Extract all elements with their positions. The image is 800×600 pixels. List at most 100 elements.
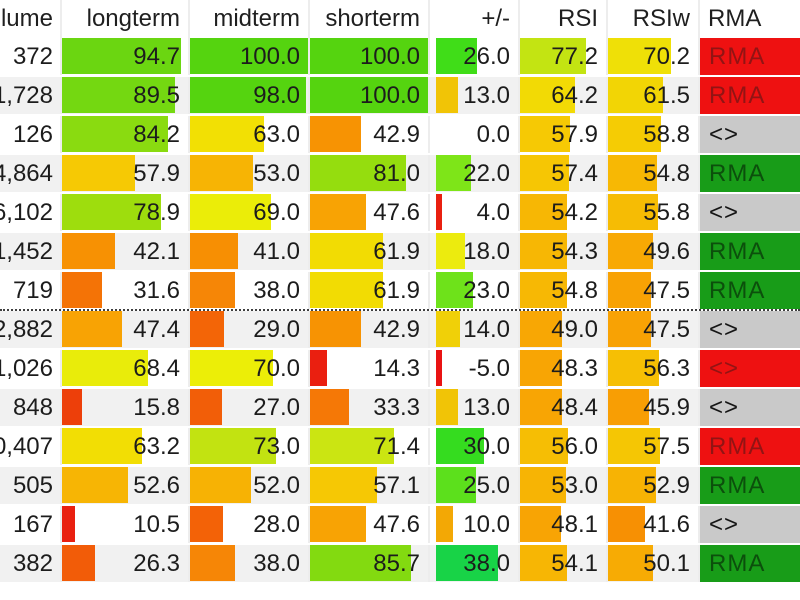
- rsi-value: 53.0: [551, 472, 598, 499]
- shorterm-bar: [310, 389, 350, 425]
- table-row[interactable]: 1,452 42.1 41.0 61.9 18.0 54.3 49.6 RMA: [0, 233, 800, 272]
- table-row[interactable]: 4,864 57.9 53.0 81.0 22.0 57.4 54.8 RMA: [0, 155, 800, 194]
- rsi-cell: 54.2: [520, 194, 608, 231]
- shorterm-cell: 61.9: [310, 233, 430, 270]
- table-row[interactable]: 2,882 47.4 29.0 42.9 14.0 49.0 47.5 <>: [0, 311, 800, 350]
- shorterm-value: 81.0: [373, 160, 420, 187]
- rsiw-value: 41.6: [643, 511, 690, 538]
- longterm-bar: [62, 272, 102, 308]
- rma-cell: <>: [700, 116, 800, 153]
- rsi-bar: [520, 467, 566, 503]
- table-row[interactable]: 1,026 68.4 70.0 14.3 -5.0 48.3 56.3 <>: [0, 350, 800, 389]
- volume-value: 4,864: [0, 160, 53, 187]
- shorterm-cell: 47.6: [310, 506, 430, 543]
- table-row[interactable]: 1,728 89.5 98.0 100.0 13.0 64.2 61.5 RMA: [0, 77, 800, 116]
- volume-cell: 0,407: [0, 428, 62, 465]
- table-row[interactable]: 505 52.6 52.0 57.1 25.0 53.0 52.9 RMA: [0, 467, 800, 506]
- longterm-value: 94.7: [133, 43, 180, 70]
- rsi-cell: 48.1: [520, 506, 608, 543]
- column-header-rma[interactable]: RMA: [708, 5, 762, 32]
- rma-badge: RMA: [709, 160, 766, 187]
- table-row[interactable]: 382 26.3 38.0 85.7 38.0 54.1 50.1 RMA: [0, 545, 800, 584]
- plusminus-value: 13.0: [463, 394, 510, 421]
- plusminus-bar: [436, 77, 458, 113]
- midterm-value: 27.0: [253, 394, 300, 421]
- plusminus-cell: 30.0: [430, 428, 520, 465]
- midterm-bar: [190, 350, 273, 386]
- column-header-longterm[interactable]: longterm: [62, 0, 190, 38]
- midterm-bar: [190, 467, 252, 503]
- longterm-cell: 47.4: [62, 311, 190, 348]
- rsiw-value: 47.5: [643, 277, 690, 304]
- rsiw-value: 54.8: [643, 160, 690, 187]
- rsiw-value: 70.2: [643, 43, 690, 70]
- rsiw-bar: [608, 155, 658, 191]
- longterm-bar: [62, 116, 169, 152]
- table-row[interactable]: 126 84.2 63.0 42.9 0.0 57.9 58.8 <>: [0, 116, 800, 155]
- rsi-bar: [520, 116, 570, 152]
- rsiw-value: 47.5: [643, 316, 690, 343]
- midterm-value: 53.0: [253, 160, 300, 187]
- shorterm-value: 100.0: [359, 43, 420, 70]
- rsi-cell: 48.3: [520, 350, 608, 387]
- midterm-cell: 98.0: [190, 77, 310, 114]
- rsi-value: 54.2: [551, 199, 598, 226]
- column-header-plusminus[interactable]: +/-: [430, 0, 520, 38]
- table-row[interactable]: 848 15.8 27.0 33.3 13.0 48.4 45.9 <>: [0, 389, 800, 428]
- shorterm-cell: 14.3: [310, 350, 430, 387]
- midterm-value: 29.0: [253, 316, 300, 343]
- column-header-midterm[interactable]: midterm: [190, 0, 310, 38]
- column-header-volume[interactable]: olume: [0, 0, 62, 38]
- midterm-cell: 73.0: [190, 428, 310, 465]
- rsi-value: 48.3: [551, 355, 598, 382]
- table-row[interactable]: 719 31.6 38.0 61.9 23.0 54.8 47.5 RMA: [0, 272, 800, 311]
- rma-badge: RMA: [709, 472, 766, 499]
- column-header-rsiw[interactable]: RSIw: [608, 0, 700, 38]
- longterm-value: 26.3: [133, 550, 180, 577]
- plusminus-value: 22.0: [463, 160, 510, 187]
- volume-value: 0,407: [0, 433, 53, 460]
- plusminus-cell: 18.0: [430, 233, 520, 270]
- midterm-bar: [190, 194, 272, 230]
- rma-badge: RMA: [709, 433, 766, 460]
- rsi-value: 48.1: [551, 511, 598, 538]
- table-row[interactable]: 0,407 63.2 73.0 71.4 30.0 56.0 57.5 RMA: [0, 428, 800, 467]
- midterm-value: 73.0: [253, 433, 300, 460]
- midterm-bar: [190, 545, 235, 581]
- plusminus-cell: 38.0: [430, 545, 520, 582]
- plusminus-bar: [436, 350, 443, 386]
- rsi-value: 56.0: [551, 433, 598, 460]
- volume-cell: 719: [0, 272, 62, 309]
- table-row[interactable]: 6,102 78.9 69.0 47.6 4.0 54.2 55.8 <>: [0, 194, 800, 233]
- rsi-bar: [520, 311, 563, 347]
- rsi-value: 54.3: [551, 238, 598, 265]
- midterm-cell: 70.0: [190, 350, 310, 387]
- rsiw-cell: 57.5: [608, 428, 700, 465]
- shorterm-bar: [310, 116, 361, 152]
- plusminus-bar: [436, 545, 498, 581]
- volume-value: 2,882: [0, 316, 53, 343]
- rma-badge: RMA: [709, 43, 766, 70]
- rsi-bar: [520, 428, 569, 464]
- volume-value: 372: [12, 43, 53, 70]
- volume-value: 1,452: [0, 238, 53, 265]
- shorterm-bar: [310, 77, 428, 113]
- volume-cell: 167: [0, 506, 62, 543]
- table-row[interactable]: 167 10.5 28.0 47.6 10.0 48.1 41.6 <>: [0, 506, 800, 545]
- column-header-rsi[interactable]: RSI: [520, 0, 608, 38]
- rsiw-value: 50.1: [643, 550, 690, 577]
- midterm-cell: 29.0: [190, 311, 310, 348]
- plusminus-bar: [436, 233, 466, 269]
- table-row[interactable]: 372 94.7 100.0 100.0 26.0 77.2 70.2 RMA: [0, 38, 800, 77]
- plusminus-value: 18.0: [463, 238, 510, 265]
- plusminus-value: 0.0: [476, 121, 510, 148]
- volume-value: 126: [12, 121, 53, 148]
- rma-cell: RMA: [700, 467, 800, 504]
- volume-value: 1,728: [0, 82, 53, 109]
- rma-cell: RMA: [700, 155, 800, 192]
- rsi-value: 54.8: [551, 277, 598, 304]
- longterm-bar: [62, 467, 129, 503]
- plusminus-bar: [436, 389, 458, 425]
- rsiw-bar: [608, 116, 661, 152]
- column-header-shorterm[interactable]: shorterm: [310, 0, 430, 38]
